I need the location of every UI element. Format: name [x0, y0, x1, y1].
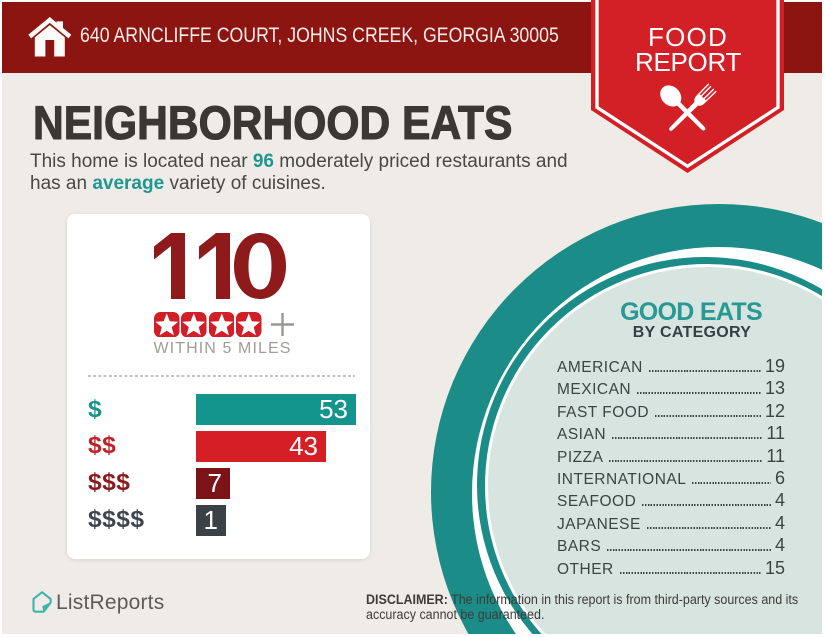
svg-text:FOOD: FOOD	[648, 22, 728, 52]
svg-text:REPORT: REPORT	[635, 47, 741, 77]
